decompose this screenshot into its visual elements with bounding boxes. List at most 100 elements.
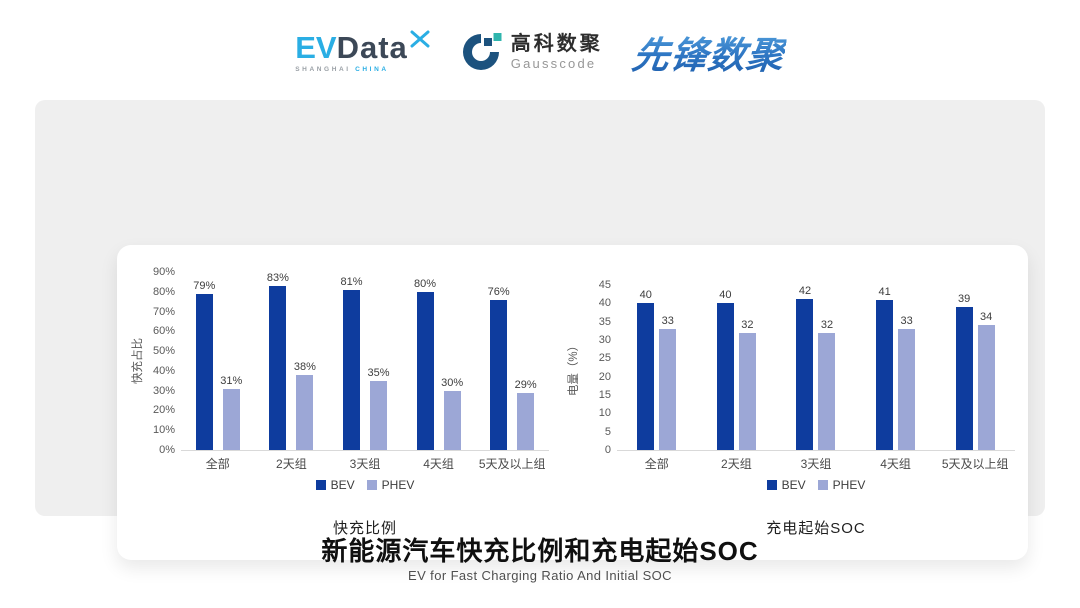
bar-value-label: 30% bbox=[441, 377, 464, 389]
bar-value-label: 83% bbox=[266, 272, 289, 284]
y-axis-tick: 40 bbox=[598, 297, 611, 310]
y-axis-tick: 80% bbox=[152, 285, 175, 298]
y-axis-tick: 45 bbox=[598, 279, 611, 291]
evdata-caption-shanghai: SHANGHAI bbox=[295, 65, 351, 73]
evdata-ev-text: EV bbox=[295, 29, 337, 65]
bar-group: 76% 29% bbox=[475, 272, 549, 450]
page-subtitle: EV for Fast Charging Ratio And Initial S… bbox=[408, 568, 672, 583]
bar-wrapper: 30% bbox=[441, 272, 463, 450]
bar-group: 39 34 bbox=[935, 285, 1015, 450]
chart-panel: 快充占比 90% 80% 70% 60% 50% 40% 30% 20% 10% 0% 79% 31% 8… bbox=[117, 245, 1028, 560]
bar-wrapper: 41 bbox=[876, 285, 894, 450]
bar-phev bbox=[818, 333, 836, 450]
chart-card: 快充占比 90% 80% 70% 60% 50% 40% 30% 20% 10% 0% 79% 31% 8… bbox=[35, 100, 1045, 560]
legend-label: PHEV bbox=[832, 478, 866, 492]
y-axis-tick: 10 bbox=[598, 407, 611, 420]
bar-wrapper: 29% bbox=[515, 272, 537, 450]
chart-title: 充电起始SOC bbox=[766, 520, 866, 537]
y-axis-tick: 35 bbox=[598, 315, 611, 328]
bar-wrapper: 31% bbox=[220, 272, 242, 450]
bar-wrapper: 32 bbox=[818, 285, 836, 450]
x-axis-labels: 全部 2天组 3天组 4天组 5天及以上组 bbox=[617, 457, 1015, 471]
bar-wrapper: 35% bbox=[367, 272, 390, 450]
legend-swatch-icon bbox=[766, 480, 777, 490]
bar-phev bbox=[296, 375, 314, 450]
y-axis-tick: 40% bbox=[152, 364, 175, 377]
bar-wrapper: 42 bbox=[796, 285, 814, 450]
bar-group: 83% 38% bbox=[255, 272, 329, 450]
x-axis-tick: 3天组 bbox=[800, 457, 832, 471]
bar-value-label: 33 bbox=[900, 315, 913, 327]
bar-value-label: 39 bbox=[958, 293, 971, 305]
x-axis-tick: 5天及以上组 bbox=[941, 457, 1009, 471]
x-axis-tick: 4天组 bbox=[423, 457, 454, 471]
bar-bev bbox=[490, 300, 508, 450]
bar-group: 81% 35% bbox=[328, 272, 402, 450]
bar-wrapper: 33 bbox=[659, 285, 677, 450]
y-axis-tick: 0% bbox=[159, 444, 175, 456]
bar-wrapper: 38% bbox=[294, 272, 316, 450]
x-axis-tick: 全部 bbox=[644, 457, 669, 471]
legend-label: BEV bbox=[330, 478, 355, 492]
bar-value-label: 32 bbox=[820, 319, 834, 331]
x-axis-tick: 3天组 bbox=[349, 457, 381, 471]
legend: BEV PHEV bbox=[181, 478, 549, 492]
bar-phev bbox=[738, 333, 756, 450]
bar-group: 79% 31% bbox=[181, 272, 255, 450]
legend-swatch-icon bbox=[817, 480, 828, 490]
bar-phev bbox=[659, 329, 677, 450]
bar-wrapper: 33 bbox=[898, 285, 916, 450]
bar-value-label: 40 bbox=[639, 289, 652, 301]
bar-wrapper: 81% bbox=[340, 272, 362, 450]
y-axis-tick: 20% bbox=[152, 404, 175, 417]
legend-item-bev: BEV bbox=[766, 478, 806, 492]
bar-value-label: 29% bbox=[514, 379, 537, 391]
y-axis-tick: 20 bbox=[598, 370, 611, 383]
x-axis-tick: 全部 bbox=[205, 457, 230, 471]
bar-value-label: 76% bbox=[487, 286, 510, 298]
bar-group: 40 33 bbox=[617, 285, 697, 450]
bar-group: 40 32 bbox=[697, 285, 777, 450]
y-axis-tick: 15 bbox=[598, 389, 611, 401]
x-axis-tick: 5天及以上组 bbox=[478, 457, 546, 471]
bar-value-label: 34 bbox=[980, 311, 993, 323]
xianfeng-logo: 先锋数聚 bbox=[629, 25, 789, 79]
y-axis-tick: 30 bbox=[598, 334, 611, 346]
bar-wrapper: 34 bbox=[977, 285, 995, 450]
bar-value-label: 81% bbox=[340, 276, 363, 288]
bar-phev bbox=[898, 329, 916, 450]
page-title: 新能源汽车快充比例和充电起始SOC bbox=[321, 536, 759, 566]
bar-wrapper: 76% bbox=[488, 272, 510, 450]
header-logo-row: EV Data SHANGHAI CHINA 高科数聚 Gausscode 先锋数… bbox=[0, 20, 1080, 84]
evdata-caption-china: CHINA bbox=[355, 65, 389, 73]
legend-label: BEV bbox=[781, 478, 806, 492]
y-axis-tick: 60% bbox=[152, 325, 175, 338]
legend: BEV PHEV bbox=[617, 478, 1015, 492]
legend-item-phev: PHEV bbox=[366, 478, 415, 492]
bar-value-label: 40 bbox=[719, 289, 732, 301]
bar-wrapper: 83% bbox=[267, 272, 289, 450]
evdata-data-text: Data bbox=[336, 29, 408, 65]
bar-phev bbox=[370, 381, 387, 450]
legend-swatch-icon bbox=[315, 480, 326, 490]
bar-bev bbox=[269, 286, 287, 450]
bar-value-label: 35% bbox=[367, 367, 390, 379]
y-axis-tick: 70% bbox=[152, 305, 175, 318]
legend-label: PHEV bbox=[381, 478, 415, 492]
bar-wrapper: 32 bbox=[738, 285, 756, 450]
bar-value-label: 79% bbox=[193, 280, 216, 292]
bar-group: 41 33 bbox=[856, 285, 936, 450]
x-axis-labels: 全部 2天组 3天组 4天组 5天及以上组 bbox=[181, 457, 549, 471]
bar-bev bbox=[195, 294, 213, 450]
bar-phev bbox=[443, 391, 461, 450]
bar-phev bbox=[517, 393, 535, 450]
bar-bev bbox=[876, 300, 894, 450]
x-axis-tick: 2天组 bbox=[721, 457, 752, 471]
legend-swatch-icon bbox=[366, 480, 377, 490]
evdata-caption: SHANGHAI CHINA bbox=[295, 66, 388, 73]
bar-value-label: 32 bbox=[741, 319, 754, 331]
gausscode-name-cn: 高科数聚 bbox=[510, 32, 603, 55]
x-axis-tick: 4天组 bbox=[880, 457, 911, 471]
bar-bev bbox=[416, 292, 434, 450]
bar-wrapper: 79% bbox=[193, 272, 215, 450]
